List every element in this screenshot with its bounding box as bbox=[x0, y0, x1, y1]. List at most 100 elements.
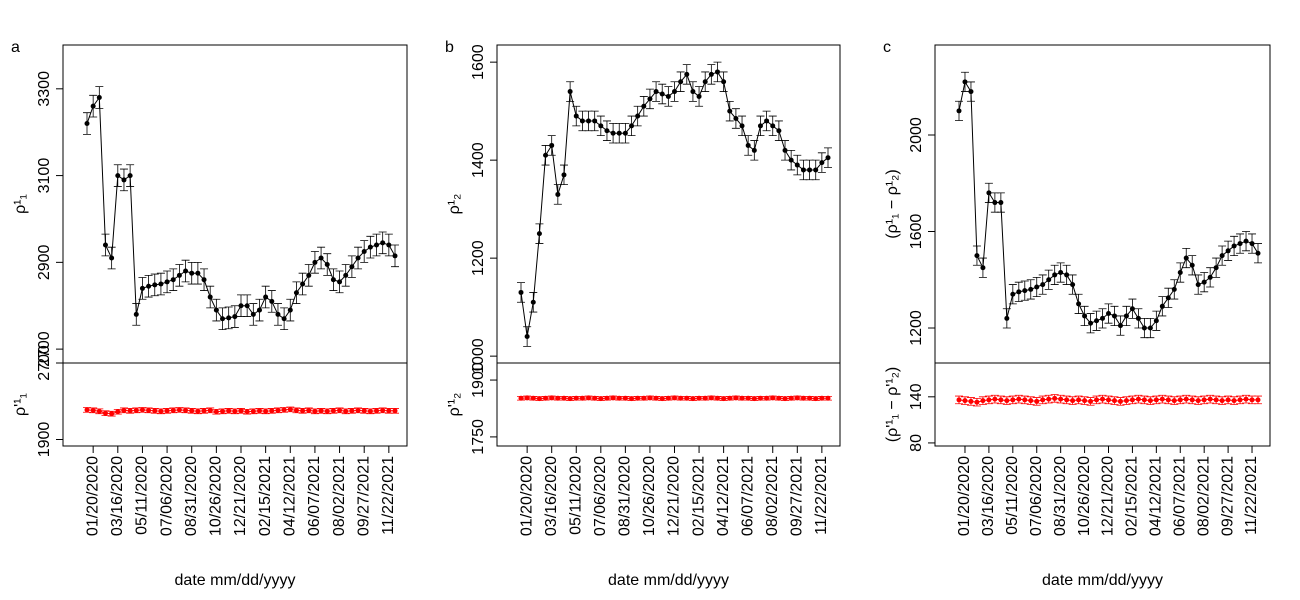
point bbox=[386, 408, 392, 414]
point bbox=[1028, 398, 1034, 404]
point bbox=[349, 408, 355, 414]
point bbox=[256, 408, 262, 414]
point bbox=[287, 307, 293, 313]
x-tick-label: 06/07/2021 bbox=[739, 456, 756, 536]
point bbox=[536, 231, 542, 237]
point bbox=[330, 408, 336, 414]
point bbox=[1052, 272, 1058, 278]
point bbox=[757, 395, 763, 401]
point bbox=[244, 409, 250, 415]
point bbox=[1177, 270, 1183, 276]
point bbox=[586, 395, 592, 401]
point bbox=[813, 396, 819, 402]
point bbox=[361, 408, 367, 414]
x-tick-label: 05/11/2020 bbox=[134, 456, 151, 535]
point bbox=[998, 397, 1004, 403]
point bbox=[690, 396, 696, 402]
point bbox=[176, 272, 182, 278]
point bbox=[392, 253, 398, 259]
plot-frame bbox=[934, 362, 1271, 447]
point bbox=[1016, 396, 1022, 402]
point bbox=[1100, 315, 1106, 321]
y-tick-label: 1900 bbox=[470, 362, 487, 398]
point bbox=[586, 118, 592, 124]
point bbox=[1147, 398, 1153, 404]
point bbox=[250, 311, 256, 317]
plot-frame bbox=[62, 362, 408, 447]
point bbox=[164, 408, 170, 414]
point bbox=[1046, 396, 1052, 402]
point bbox=[1243, 396, 1249, 402]
point bbox=[115, 409, 121, 415]
point bbox=[115, 173, 121, 179]
point bbox=[1189, 397, 1195, 403]
point bbox=[635, 395, 641, 401]
point bbox=[189, 270, 195, 276]
x-tick-label: 06/07/2021 bbox=[306, 456, 323, 536]
point bbox=[962, 79, 968, 85]
x-tick-label: 06/07/2021 bbox=[1171, 456, 1188, 536]
point bbox=[998, 200, 1004, 206]
series-line bbox=[958, 80, 1259, 329]
y-tick-label: 1600 bbox=[908, 214, 925, 250]
point bbox=[1064, 272, 1070, 278]
point bbox=[263, 408, 269, 414]
point bbox=[1129, 397, 1135, 403]
point bbox=[256, 307, 262, 313]
point bbox=[1207, 274, 1213, 280]
point bbox=[220, 408, 226, 414]
point bbox=[745, 142, 751, 148]
point bbox=[139, 407, 145, 413]
x-tick-label: 10/26/2020 bbox=[1076, 456, 1093, 536]
point bbox=[1034, 398, 1040, 404]
point bbox=[109, 255, 115, 261]
point bbox=[536, 396, 542, 402]
point bbox=[275, 407, 281, 413]
point bbox=[337, 279, 343, 285]
point bbox=[189, 408, 195, 414]
point bbox=[1064, 397, 1070, 403]
point bbox=[1213, 397, 1219, 403]
point bbox=[956, 397, 962, 403]
point bbox=[1010, 291, 1016, 297]
x-tick-label: 08/02/2021 bbox=[1195, 456, 1212, 536]
point bbox=[90, 407, 96, 413]
point bbox=[1231, 398, 1237, 404]
x-tick-label: 02/15/2021 bbox=[257, 456, 274, 536]
point bbox=[1195, 282, 1201, 288]
point bbox=[1165, 397, 1171, 403]
point bbox=[281, 316, 287, 322]
point bbox=[361, 249, 367, 255]
y-tick-label: 1200 bbox=[470, 240, 487, 276]
point bbox=[1135, 396, 1141, 402]
point bbox=[776, 395, 782, 401]
point bbox=[825, 155, 831, 161]
y-tick-label: 2700 bbox=[36, 331, 53, 367]
point bbox=[1237, 241, 1243, 247]
point bbox=[604, 395, 610, 401]
x-tick-label: 07/06/2020 bbox=[1028, 456, 1045, 536]
point bbox=[518, 395, 524, 401]
point bbox=[579, 395, 585, 401]
point bbox=[1111, 398, 1117, 404]
point bbox=[616, 395, 622, 401]
y-tick-label: 3300 bbox=[36, 71, 53, 107]
point bbox=[1129, 306, 1135, 312]
y-axis-label: (ρ¹₁ − ρ¹₂) bbox=[884, 169, 901, 238]
x-tick-label: 04/12/2021 bbox=[1148, 456, 1165, 536]
point bbox=[1010, 397, 1016, 403]
point bbox=[1004, 398, 1010, 404]
point bbox=[170, 407, 176, 413]
point bbox=[392, 408, 398, 414]
y-axis-label: ρ'¹₂ bbox=[446, 393, 463, 417]
point bbox=[1159, 303, 1165, 309]
point bbox=[102, 410, 108, 416]
point bbox=[1183, 255, 1189, 261]
point bbox=[543, 152, 549, 158]
point bbox=[592, 118, 598, 124]
point bbox=[1201, 279, 1207, 285]
point bbox=[232, 408, 238, 414]
point bbox=[739, 395, 745, 401]
point bbox=[1082, 398, 1088, 404]
x-axis-label: date mm/dd/yyyy bbox=[175, 572, 296, 589]
